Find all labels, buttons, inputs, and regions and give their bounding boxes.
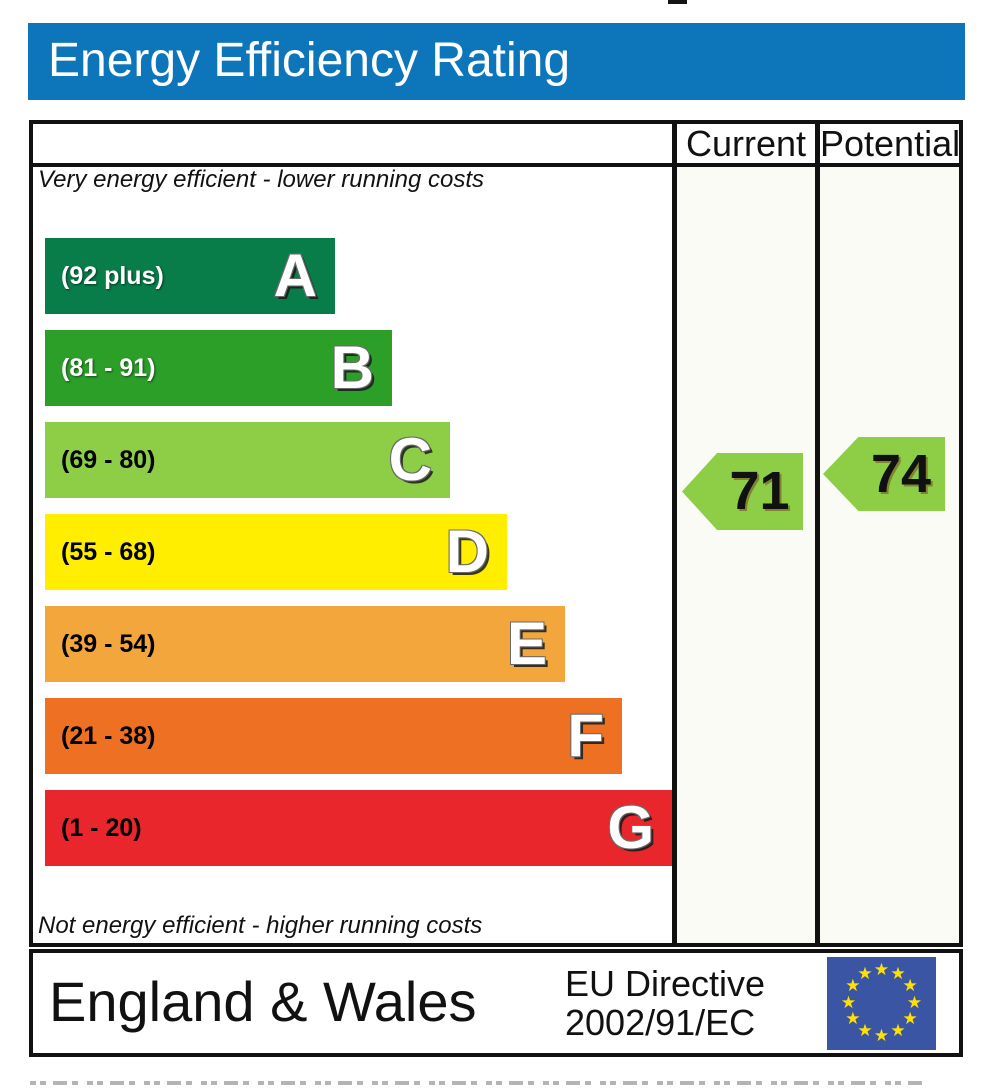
eu-flag-star: ★ [873,1025,890,1045]
rating-band: (39 - 54) E [45,606,565,682]
region-label: England & Wales [49,970,477,1033]
rating-band: (92 plus) A [45,238,335,314]
band-range-label: (39 - 54) [61,629,156,658]
eu-flag-star: ★ [857,963,873,983]
eu-directive-label: EU Directive 2002/91/EC [565,964,765,1042]
band-letter: E [506,610,547,677]
eu-directive-line2: 2002/91/EC [565,1002,756,1043]
band-letter: G [607,794,654,861]
eu-directive-line1: EU Directive [565,963,766,1004]
column-divider [672,120,677,947]
title-bar: Energy Efficiency Rating [28,23,965,100]
header-separator [33,163,959,167]
page-title: Energy Efficiency Rating [48,34,571,87]
rating-table: Current Potential Very energy efficient … [29,120,963,947]
current-column-header: Current [685,123,807,164]
current-column-background [677,167,815,943]
top-caption: Very energy efficient - lower running co… [38,166,484,193]
cropped-text-artifact-top [668,0,687,4]
potential-rating-value: 74 [870,444,932,504]
potential-column-header: Potential [820,123,961,164]
rating-band: (55 - 68) D [45,514,507,590]
band-letter: C [388,426,432,493]
potential-rating-arrow: 74 [823,437,945,511]
eu-flag-star: ★ [840,992,857,1012]
band-range-label: (55 - 68) [61,537,156,566]
eu-flag-star: ★ [873,959,890,979]
rating-band: (69 - 80) C [45,422,450,498]
rating-band: (1 - 20) G [45,790,672,866]
band-range-label: (81 - 91) [61,353,156,382]
eu-flag-star: ★ [890,963,906,983]
bottom-caption: Not energy efficient - higher running co… [38,912,483,939]
eu-flag-icon: ★ ★ ★ ★ ★ ★ ★ ★ ★ ★ ★ ★ [827,957,936,1050]
eu-flag-star: ★ [906,992,923,1012]
potential-column-background [820,167,959,943]
eu-flag-star: ★ [845,976,861,995]
band-letter: B [330,334,374,401]
column-divider [815,120,820,947]
eu-flag-star: ★ [902,1009,918,1028]
band-letter: A [273,242,317,309]
eu-flag-star: ★ [857,1021,873,1041]
band-letter: F [567,702,604,769]
band-range-label: (1 - 20) [61,813,142,842]
band-range-label: (69 - 80) [61,445,156,474]
current-rating-value: 71 [729,461,790,521]
band-letter: D [445,518,489,585]
band-range-label: (92 plus) [61,261,164,290]
footer: England & Wales EU Directive 2002/91/EC … [29,949,963,1057]
rating-band: (21 - 38) F [45,698,622,774]
eu-flag-star: ★ [902,976,918,995]
band-range-label: (21 - 38) [61,721,156,750]
cropped-text-artifact-bottom [30,1081,922,1085]
rating-band: (81 - 91) B [45,330,392,406]
rating-bands: (92 plus) A (81 - 91) B (69 - 80) C (55 … [45,238,675,882]
eu-flag-star: ★ [845,1009,861,1028]
eu-flag-star: ★ [890,1021,906,1041]
